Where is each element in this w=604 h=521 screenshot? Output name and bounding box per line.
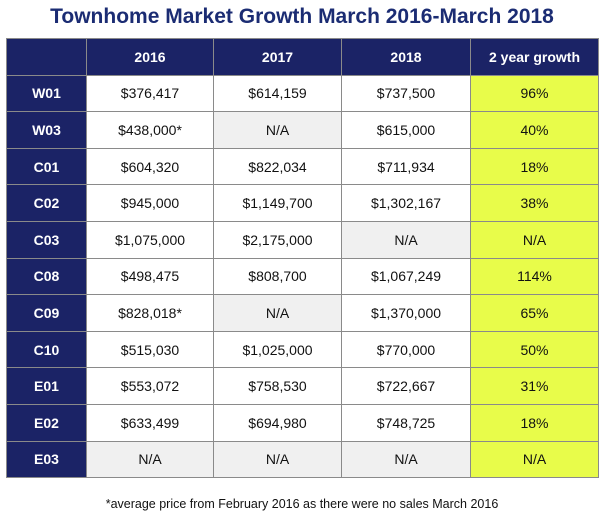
cell-2016: $515,030 — [86, 330, 214, 369]
cell-growth: 40% — [470, 111, 599, 149]
cell-2016: $945,000 — [86, 184, 214, 222]
cell-2018: $1,370,000 — [341, 294, 471, 332]
table-body: W01 $376,417 $614,159 $737,500 96% W03 $438,00… — [6, 74, 599, 479]
cell-2016: $376,417 — [86, 74, 214, 113]
row-code: E02 — [6, 403, 87, 442]
cell-2018: $1,067,249 — [341, 257, 471, 296]
row-code: C10 — [6, 330, 87, 369]
cell-growth: 65% — [470, 294, 599, 332]
row-code: C03 — [6, 220, 87, 259]
cell-2018: N/A — [341, 220, 471, 259]
cell-2018: $711,934 — [341, 147, 471, 186]
cell-2017: $1,149,700 — [213, 184, 342, 222]
table-row: W03 $438,000* N/A $615,000 40% — [6, 111, 599, 149]
cell-growth: 50% — [470, 330, 599, 369]
cell-2018: N/A — [341, 440, 471, 479]
cell-2017: $694,980 — [213, 403, 342, 442]
cell-growth: N/A — [470, 220, 599, 259]
cell-2018: $615,000 — [341, 111, 471, 149]
cell-2016: $553,072 — [86, 367, 214, 405]
cell-2017: $2,175,000 — [213, 220, 342, 259]
cell-growth: 18% — [470, 403, 599, 442]
row-code: C08 — [6, 257, 87, 296]
table-row: C10 $515,030 $1,025,000 $770,000 50% — [6, 330, 599, 369]
footnote: *average price from February 2016 as the… — [105, 497, 499, 511]
table-row: E01 $553,072 $758,530 $722,667 31% — [6, 367, 599, 405]
cell-2017: $614,159 — [213, 74, 342, 113]
row-code: E03 — [6, 440, 87, 479]
row-code: W01 — [6, 74, 87, 113]
cell-2017: $1,025,000 — [213, 330, 342, 369]
cell-2016: $1,075,000 — [86, 220, 214, 259]
market-growth-table: 2016 2017 2018 2 year growth W01 $376,417… — [6, 38, 599, 479]
cell-2017: N/A — [213, 111, 342, 149]
cell-2016: $498,475 — [86, 257, 214, 296]
table-header-row: 2016 2017 2018 2 year growth — [6, 38, 599, 76]
cell-2017: N/A — [213, 440, 342, 479]
header-blank — [6, 38, 87, 76]
cell-growth: 18% — [470, 147, 599, 186]
cell-2017: N/A — [213, 294, 342, 332]
cell-growth: 96% — [470, 74, 599, 113]
row-code: W03 — [6, 111, 87, 149]
header-growth: 2 year growth — [470, 38, 599, 76]
table-row: C01 $604,320 $822,034 $711,934 18% — [6, 147, 599, 186]
cell-2018: $748,725 — [341, 403, 471, 442]
cell-growth: 31% — [470, 367, 599, 405]
header-2017: 2017 — [213, 38, 342, 76]
cell-2017: $822,034 — [213, 147, 342, 186]
cell-2018: $770,000 — [341, 330, 471, 369]
header-2016: 2016 — [86, 38, 214, 76]
table-row: C03 $1,075,000 $2,175,000 N/A N/A — [6, 220, 599, 259]
table-row: E03 N/A N/A N/A N/A — [6, 440, 599, 479]
cell-2017: $758,530 — [213, 367, 342, 405]
cell-2017: $808,700 — [213, 257, 342, 296]
page-title: Townhome Market Growth March 2016-March … — [50, 5, 554, 28]
table-row: W01 $376,417 $614,159 $737,500 96% — [6, 74, 599, 113]
row-code: C01 — [6, 147, 87, 186]
table-row: C09 $828,018* N/A $1,370,000 65% — [6, 294, 599, 332]
cell-2018: $722,667 — [341, 367, 471, 405]
table-row: C08 $498,475 $808,700 $1,067,249 114% — [6, 257, 599, 296]
cell-growth: 38% — [470, 184, 599, 222]
cell-2016: $633,499 — [86, 403, 214, 442]
cell-2016: $604,320 — [86, 147, 214, 186]
row-code: C02 — [6, 184, 87, 222]
header-2018: 2018 — [341, 38, 471, 76]
cell-2016: $828,018* — [86, 294, 214, 332]
cell-2016: $438,000* — [86, 111, 214, 149]
row-code: C09 — [6, 294, 87, 332]
table-row: C02 $945,000 $1,149,700 $1,302,167 38% — [6, 184, 599, 222]
row-code: E01 — [6, 367, 87, 405]
cell-2018: $1,302,167 — [341, 184, 471, 222]
cell-2016: N/A — [86, 440, 214, 479]
table-row: E02 $633,499 $694,980 $748,725 18% — [6, 403, 599, 442]
cell-2018: $737,500 — [341, 74, 471, 113]
cell-growth: N/A — [470, 440, 599, 479]
cell-growth: 114% — [470, 257, 599, 296]
